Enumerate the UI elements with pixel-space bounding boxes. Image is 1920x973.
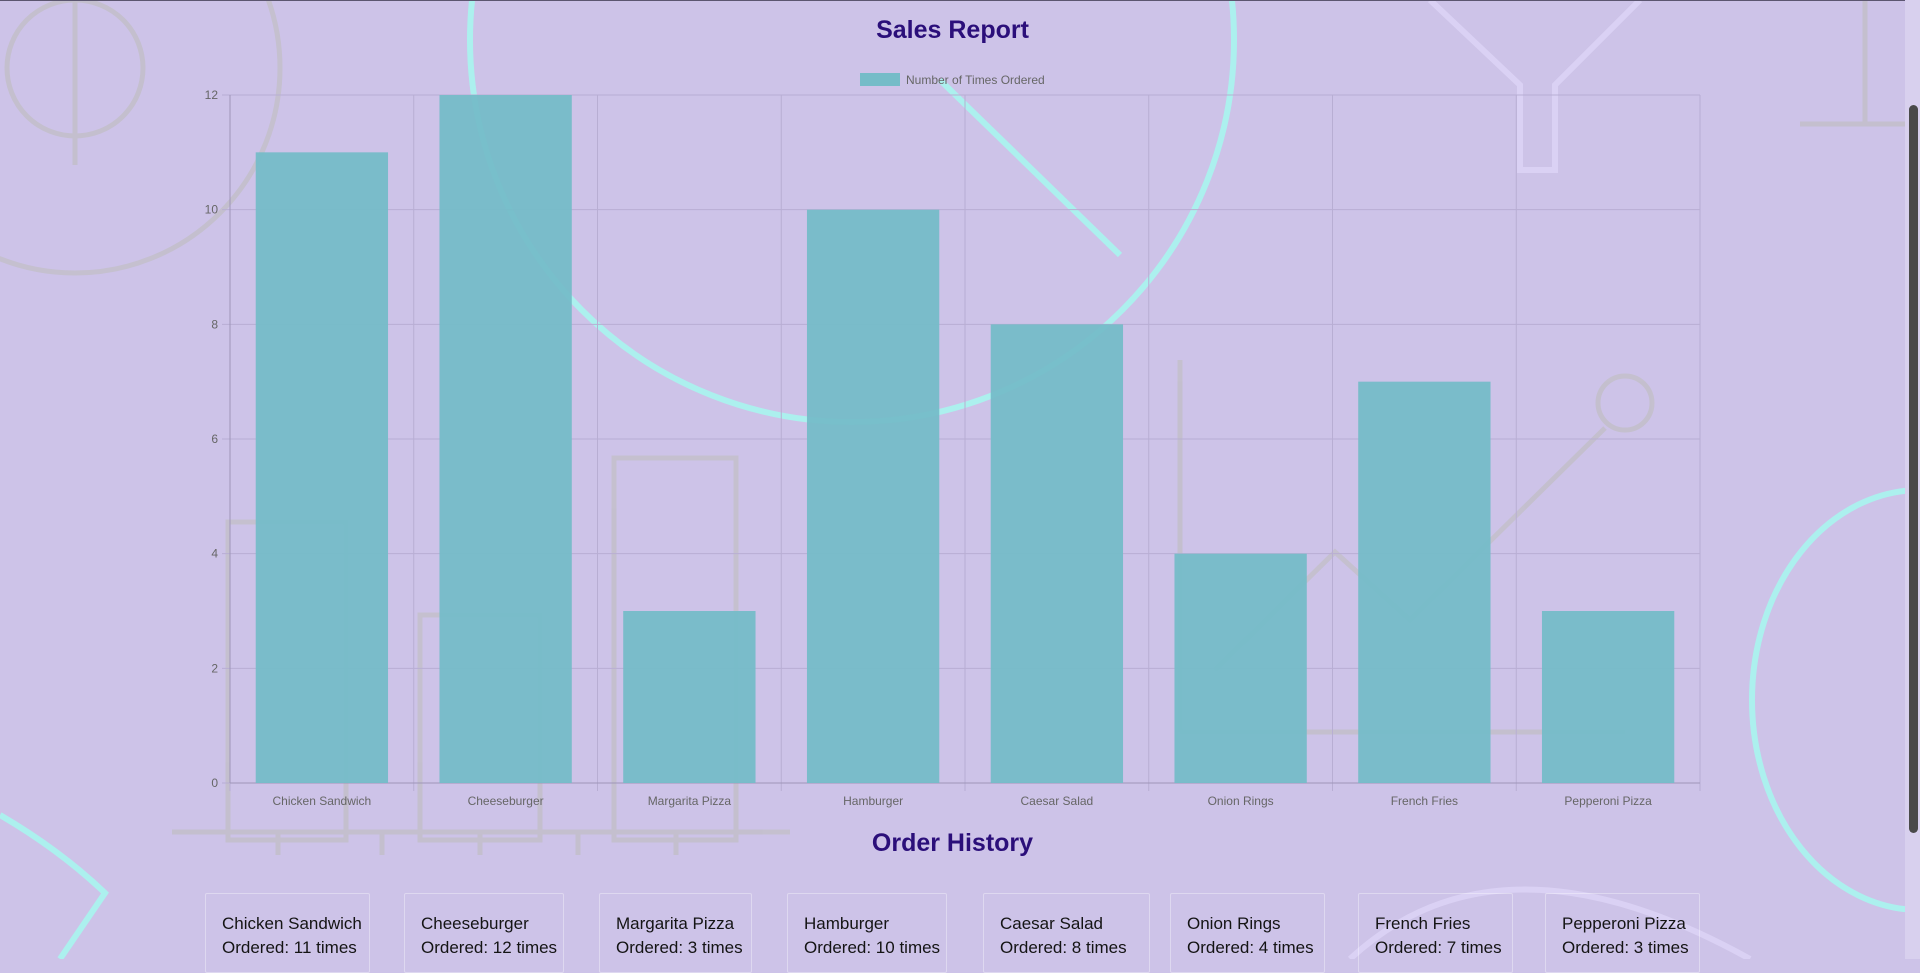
order-history-card: Cheeseburger Ordered: 12 times (404, 893, 564, 973)
order-history-card: Hamburger Ordered: 10 times (787, 893, 947, 973)
sales-bar-chart: 0 2 4 6 8 10 12 Chicken Sandwich Cheeseburger Mar… (205, 73, 1701, 808)
x-tick-label: French Fries (1391, 794, 1458, 808)
order-history-list: Chicken Sandwich Ordered: 11 times Cheeseb… (0, 893, 1920, 973)
x-tick-label: Caesar Salad (1021, 794, 1094, 808)
bar (1358, 381, 1491, 783)
order-item-count: Ordered: 11 times (222, 938, 357, 957)
order-item-count: Ordered: 4 times (1187, 938, 1314, 957)
bar (1174, 553, 1307, 783)
legend-swatch (860, 73, 900, 86)
order-history-title: Order History (871, 829, 1034, 857)
window-top-border (0, 0, 1920, 1)
order-item-name: Margarita Pizza (616, 914, 735, 933)
order-item-name: Hamburger (804, 914, 890, 933)
order-item-count: Ordered: 12 times (421, 938, 558, 957)
bar (806, 209, 940, 783)
order-history-card: Chicken Sandwich Ordered: 11 times (205, 893, 370, 973)
order-item-name: Pepperoni Pizza (1562, 914, 1686, 933)
legend-label: Number of Times Ordered (906, 73, 1045, 87)
y-tick-label: 2 (211, 661, 218, 675)
x-tick-label: Pepperoni Pizza (1564, 794, 1652, 808)
order-item-name: Caesar Salad (1000, 914, 1104, 933)
y-tick-label: 8 (211, 317, 218, 331)
order-item-name: Cheeseburger (421, 914, 529, 933)
order-history-card: French Fries Ordered: 7 times (1358, 893, 1513, 973)
y-tick-label: 0 (211, 776, 218, 790)
order-item-name: Onion Rings (1187, 914, 1281, 933)
bar (439, 95, 572, 783)
order-history-card: Onion Rings Ordered: 4 times (1170, 893, 1325, 973)
x-tick-label: Onion Rings (1208, 794, 1274, 808)
order-history-card: Margarita Pizza Ordered: 3 times (599, 893, 752, 973)
order-item-count: Ordered: 3 times (616, 938, 743, 957)
bar (1541, 611, 1675, 783)
x-tick-label: Margarita Pizza (648, 794, 732, 808)
bar (990, 324, 1124, 783)
report-title: Sales Report (876, 16, 1029, 44)
y-tick-label: 12 (205, 88, 219, 102)
order-item-count: Ordered: 10 times (804, 938, 941, 957)
x-tick-label: Cheeseburger (468, 794, 544, 808)
order-item-count: Ordered: 8 times (1000, 938, 1127, 957)
order-item-count: Ordered: 3 times (1562, 938, 1689, 957)
order-item-name: French Fries (1375, 914, 1471, 933)
bar (255, 152, 389, 783)
x-tick-label: Hamburger (843, 794, 903, 808)
y-tick-label: 4 (211, 547, 218, 561)
scrollbar-thumb[interactable] (1909, 105, 1918, 833)
order-history-card: Caesar Salad Ordered: 8 times (983, 893, 1150, 973)
order-history-card: Pepperoni Pizza Ordered: 3 times (1545, 893, 1700, 973)
order-item-count: Ordered: 7 times (1375, 938, 1502, 957)
y-tick-label: 10 (205, 203, 219, 217)
order-item-name: Chicken Sandwich (222, 914, 362, 933)
x-tick-label: Chicken Sandwich (273, 794, 372, 808)
y-tick-label: 6 (211, 432, 218, 446)
bar (623, 611, 756, 783)
